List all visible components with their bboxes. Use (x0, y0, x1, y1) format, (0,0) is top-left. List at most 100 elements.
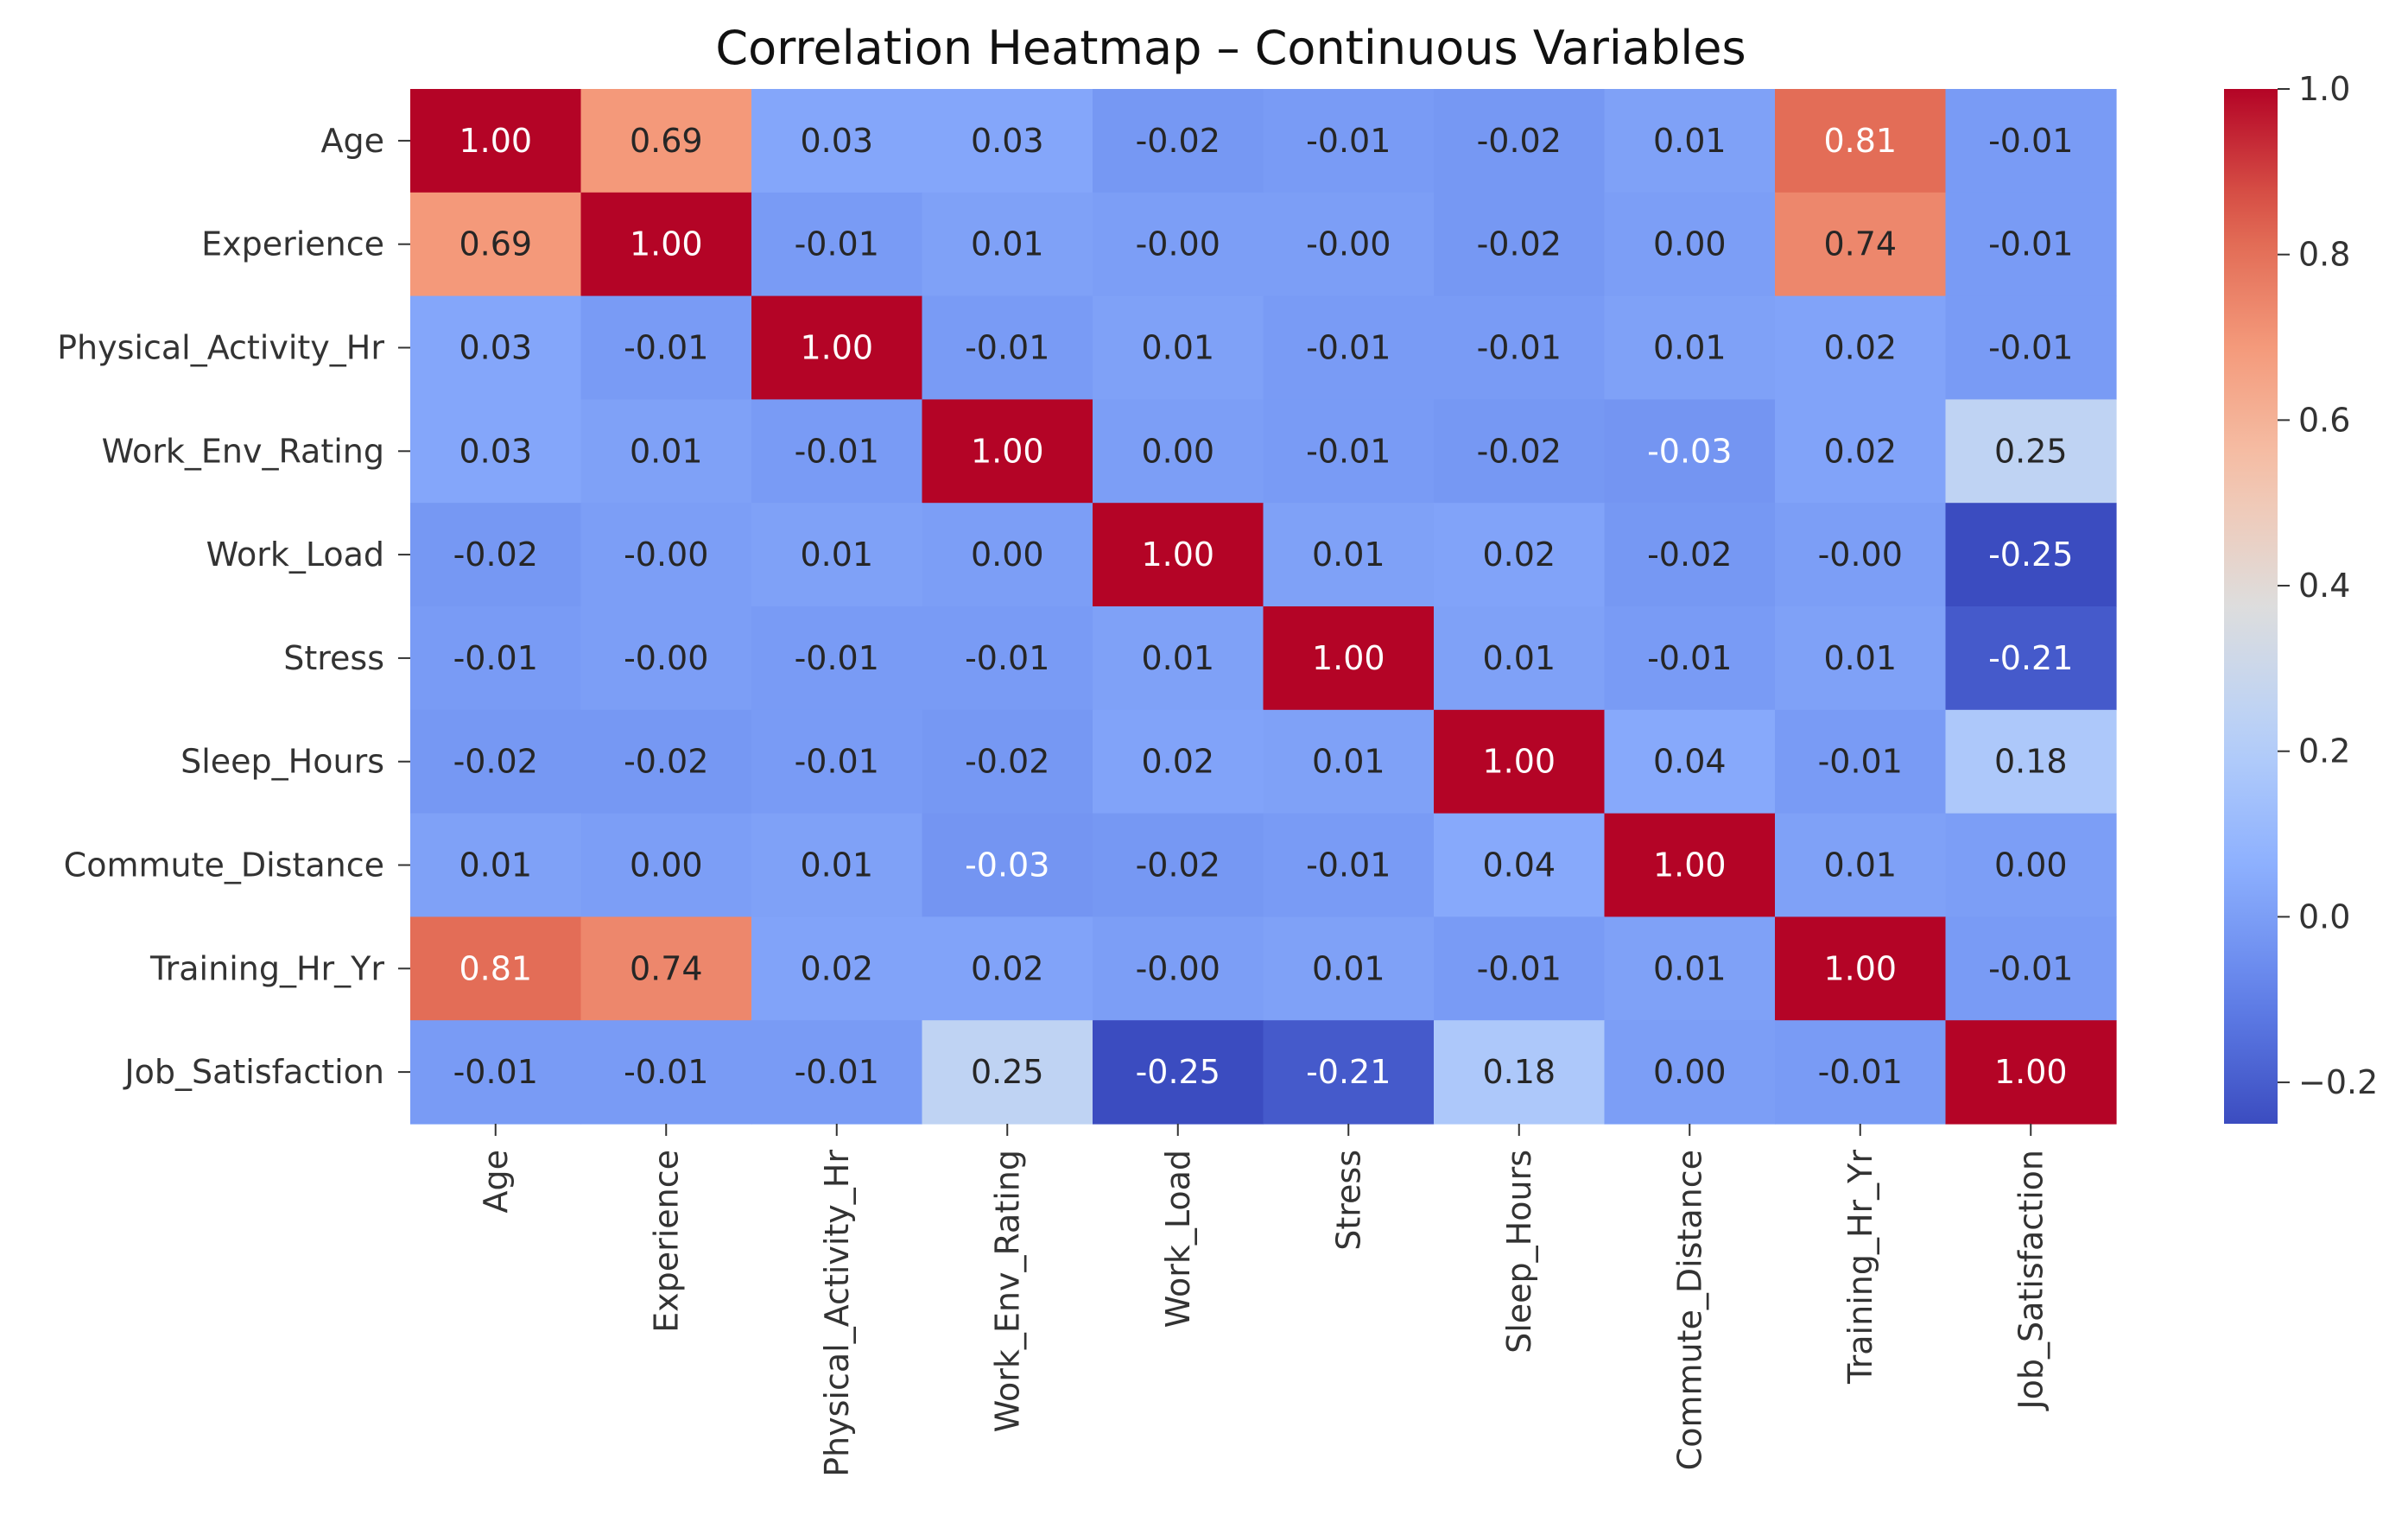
cell-value-label: 0.02 (1823, 432, 1897, 470)
heatmap-cell (1263, 89, 1435, 193)
heatmap-cell (1945, 606, 2117, 711)
cell-value-label: 1.00 (971, 432, 1044, 470)
cell-value-label: 0.00 (1653, 1053, 1727, 1091)
cell-value-label: -0.00 (1136, 225, 1220, 263)
heatmap-cell (922, 1020, 1093, 1125)
heatmap-cell (1775, 916, 1947, 1021)
heatmap-cell (1604, 399, 1776, 504)
cell-value-label: -0.25 (1136, 1053, 1220, 1091)
heatmap-cell (751, 1020, 923, 1125)
cell-value-label: 1.00 (1653, 846, 1727, 884)
heatmap-cell (1604, 1020, 1776, 1125)
cell-value-label: 0.03 (800, 122, 873, 160)
heatmap-cell (1945, 399, 2117, 504)
cell-value-label: 1.00 (1823, 949, 1897, 987)
heatmap-cell (1775, 399, 1947, 504)
cell-value-label: -0.01 (795, 639, 879, 677)
heatmap-cell (1093, 295, 1264, 400)
colorbar-tick-label: 0.4 (2298, 567, 2350, 605)
cell-value-label: 0.02 (1141, 743, 1214, 781)
heatmap-cell (751, 192, 923, 297)
heatmap-cell (1434, 399, 1606, 504)
cell-value-label: 0.03 (459, 432, 532, 470)
cell-value-label: -0.25 (1988, 536, 2073, 574)
cell-value-label: -0.01 (1988, 329, 2073, 367)
cell-value-label: 0.00 (1994, 846, 2068, 884)
cell-value-label: 0.01 (459, 846, 532, 884)
heatmap-cell (1263, 1020, 1435, 1125)
cell-value-label: -0.01 (1818, 1053, 1903, 1091)
cell-value-label: -0.00 (1306, 225, 1391, 263)
heatmap-cell (1775, 192, 1947, 297)
cell-value-label: -0.01 (1818, 743, 1903, 781)
cell-value-label: 0.74 (1823, 225, 1897, 263)
cell-value-label: 0.01 (1823, 639, 1897, 677)
heatmap-cell (922, 295, 1093, 400)
heatmap-cell (1604, 89, 1776, 193)
heatmap-cell (410, 503, 582, 607)
heatmap-cell (1093, 916, 1264, 1021)
cell-value-label: 0.02 (1823, 329, 1897, 367)
heatmap-cell (580, 606, 752, 711)
y-tick-label: Job_Satisfaction (123, 1053, 384, 1091)
heatmap-cell (751, 916, 923, 1021)
cell-value-label: 0.81 (1823, 122, 1897, 160)
heatmap-cell (1775, 606, 1947, 711)
heatmap-cell (1263, 606, 1435, 711)
cell-value-label: 0.25 (1994, 432, 2068, 470)
heatmap-cell (922, 503, 1093, 607)
heatmap-cell (1945, 295, 2117, 400)
cell-value-label: -0.01 (1988, 949, 2073, 987)
x-tick-label: Experience (647, 1150, 685, 1333)
cell-value-label: 1.00 (1312, 639, 1385, 677)
cell-value-label: -0.21 (1988, 639, 2073, 677)
heatmap-cells: 1.00 0.69 0.03 0.03 -0.02 -0.01 -0.02 0.01 0.81 -… (410, 89, 2117, 1125)
cell-value-label: 0.04 (1653, 743, 1727, 781)
cell-value-label: 0.01 (1653, 329, 1727, 367)
heatmap-cell (922, 606, 1093, 711)
heatmap-cell (1945, 916, 2117, 1021)
y-tick-label: Training_Hr_Yr (149, 949, 384, 987)
y-tick-label: Experience (201, 225, 384, 263)
heatmap-cell (922, 89, 1093, 193)
heatmap-cell (1263, 503, 1435, 607)
x-tick-label: Work_Load (1159, 1150, 1197, 1328)
cell-value-label: 0.02 (800, 949, 873, 987)
y-tick-label: Stress (283, 639, 384, 677)
heatmap-cell (580, 192, 752, 297)
cell-value-label: 0.01 (1653, 949, 1727, 987)
heatmap-cell (580, 709, 752, 815)
cell-value-label: -0.02 (1136, 122, 1220, 160)
colorbar-tick-label: 1.0 (2298, 70, 2350, 108)
cell-value-label: -0.02 (965, 743, 1049, 781)
cell-value-label: -0.01 (795, 1053, 879, 1091)
cell-value-label: -0.01 (453, 1053, 538, 1091)
heatmap-cell (751, 503, 923, 607)
cell-value-label: -0.02 (1136, 846, 1220, 884)
heatmap-cell (1263, 709, 1435, 815)
heatmap-cell (1775, 709, 1947, 815)
heatmap-cell (1434, 813, 1606, 917)
x-tick-label: Stress (1329, 1150, 1367, 1251)
cell-value-label: 0.00 (1141, 432, 1214, 470)
cell-value-label: -0.01 (795, 225, 879, 263)
cell-value-label: 0.02 (971, 949, 1044, 987)
cell-value-label: -0.01 (965, 329, 1049, 367)
heatmap-cell (751, 606, 923, 711)
cell-value-label: 0.81 (459, 949, 532, 987)
cell-value-label: 0.01 (630, 432, 703, 470)
cell-value-label: 0.01 (1141, 639, 1214, 677)
cell-value-label: 0.01 (1141, 329, 1214, 367)
heatmap-cell (751, 709, 923, 815)
cell-value-label: -0.00 (624, 536, 708, 574)
cell-value-label: 0.18 (1482, 1053, 1556, 1091)
colorbar-tick-label: 0.2 (2298, 732, 2350, 770)
colorbar-tick-label: 0.6 (2298, 401, 2350, 439)
cell-value-label: 0.01 (1823, 846, 1897, 884)
cell-value-label: 0.01 (800, 846, 873, 884)
heatmap-cell (1093, 399, 1264, 504)
heatmap-cell (1434, 503, 1606, 607)
heatmap-cell (1775, 503, 1947, 607)
heatmap-cell (410, 606, 582, 711)
cell-value-label: -0.01 (795, 432, 879, 470)
